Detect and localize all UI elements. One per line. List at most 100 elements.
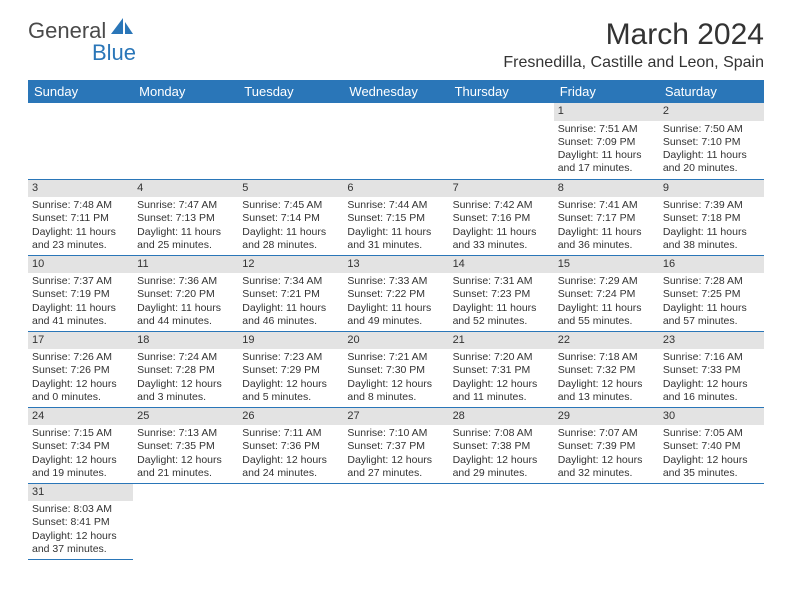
day-number: 8	[554, 180, 659, 198]
calendar-cell: 12Sunrise: 7:34 AMSunset: 7:21 PMDayligh…	[238, 255, 343, 331]
day-number: 11	[133, 256, 238, 274]
weekday-header: Monday	[133, 80, 238, 103]
sunrise: Sunrise: 7:08 AM	[453, 427, 550, 440]
month-title: March 2024	[503, 18, 764, 52]
day-info: Sunrise: 8:03 AMSunset: 8:41 PMDaylight:…	[28, 501, 133, 558]
calendar-cell: 1Sunrise: 7:51 AMSunset: 7:09 PMDaylight…	[554, 103, 659, 179]
calendar-cell: 8Sunrise: 7:41 AMSunset: 7:17 PMDaylight…	[554, 179, 659, 255]
page: General Blue March 2024 Fresnedilla, Cas…	[0, 0, 792, 578]
calendar-empty-cell	[238, 483, 343, 559]
daylight: Daylight: 11 hours and 38 minutes.	[663, 226, 760, 252]
daylight: Daylight: 11 hours and 28 minutes.	[242, 226, 339, 252]
sunrise: Sunrise: 7:34 AM	[242, 275, 339, 288]
day-info: Sunrise: 7:11 AMSunset: 7:36 PMDaylight:…	[238, 425, 343, 482]
day-number: 23	[659, 332, 764, 350]
calendar-cell: 5Sunrise: 7:45 AMSunset: 7:14 PMDaylight…	[238, 179, 343, 255]
sunrise: Sunrise: 7:41 AM	[558, 199, 655, 212]
sunrise: Sunrise: 7:13 AM	[137, 427, 234, 440]
sunset: Sunset: 7:09 PM	[558, 136, 655, 149]
calendar-cell: 23Sunrise: 7:16 AMSunset: 7:33 PMDayligh…	[659, 331, 764, 407]
sunset: Sunset: 7:30 PM	[347, 364, 444, 377]
calendar-row: 17Sunrise: 7:26 AMSunset: 7:26 PMDayligh…	[28, 331, 764, 407]
day-number: 9	[659, 180, 764, 198]
sunset: Sunset: 7:39 PM	[558, 440, 655, 453]
sunset: Sunset: 7:19 PM	[32, 288, 129, 301]
day-number: 30	[659, 408, 764, 426]
sunrise: Sunrise: 7:21 AM	[347, 351, 444, 364]
day-number: 28	[449, 408, 554, 426]
daylight: Daylight: 11 hours and 33 minutes.	[453, 226, 550, 252]
calendar-cell: 14Sunrise: 7:31 AMSunset: 7:23 PMDayligh…	[449, 255, 554, 331]
logo-word2: Blue	[92, 40, 136, 66]
calendar-empty-cell	[238, 103, 343, 179]
daylight: Daylight: 11 hours and 25 minutes.	[137, 226, 234, 252]
day-info: Sunrise: 7:20 AMSunset: 7:31 PMDaylight:…	[449, 349, 554, 406]
day-number: 22	[554, 332, 659, 350]
calendar-cell: 26Sunrise: 7:11 AMSunset: 7:36 PMDayligh…	[238, 407, 343, 483]
calendar-cell: 4Sunrise: 7:47 AMSunset: 7:13 PMDaylight…	[133, 179, 238, 255]
location: Fresnedilla, Castille and Leon, Spain	[503, 54, 764, 72]
daylight: Daylight: 12 hours and 27 minutes.	[347, 454, 444, 480]
day-info: Sunrise: 7:44 AMSunset: 7:15 PMDaylight:…	[343, 197, 448, 254]
calendar-cell: 11Sunrise: 7:36 AMSunset: 7:20 PMDayligh…	[133, 255, 238, 331]
calendar-empty-cell	[343, 103, 448, 179]
sunrise: Sunrise: 7:24 AM	[137, 351, 234, 364]
day-number: 20	[343, 332, 448, 350]
logo-sail-icon	[109, 16, 135, 42]
day-info: Sunrise: 7:48 AMSunset: 7:11 PMDaylight:…	[28, 197, 133, 254]
calendar-cell: 24Sunrise: 7:15 AMSunset: 7:34 PMDayligh…	[28, 407, 133, 483]
day-info: Sunrise: 7:51 AMSunset: 7:09 PMDaylight:…	[554, 121, 659, 178]
sunrise: Sunrise: 7:28 AM	[663, 275, 760, 288]
calendar-empty-cell	[449, 483, 554, 559]
day-number: 14	[449, 256, 554, 274]
calendar-cell: 2Sunrise: 7:50 AMSunset: 7:10 PMDaylight…	[659, 103, 764, 179]
day-number: 21	[449, 332, 554, 350]
sunrise: Sunrise: 7:15 AM	[32, 427, 129, 440]
daylight: Daylight: 12 hours and 19 minutes.	[32, 454, 129, 480]
sunrise: Sunrise: 7:44 AM	[347, 199, 444, 212]
sunset: Sunset: 7:11 PM	[32, 212, 129, 225]
day-info: Sunrise: 7:42 AMSunset: 7:16 PMDaylight:…	[449, 197, 554, 254]
day-number: 17	[28, 332, 133, 350]
daylight: Daylight: 11 hours and 44 minutes.	[137, 302, 234, 328]
sunrise: Sunrise: 7:16 AM	[663, 351, 760, 364]
sunrise: Sunrise: 7:07 AM	[558, 427, 655, 440]
calendar-cell: 20Sunrise: 7:21 AMSunset: 7:30 PMDayligh…	[343, 331, 448, 407]
day-number: 2	[659, 103, 764, 121]
sunset: Sunset: 7:33 PM	[663, 364, 760, 377]
sunset: Sunset: 8:41 PM	[32, 516, 129, 529]
calendar-cell: 7Sunrise: 7:42 AMSunset: 7:16 PMDaylight…	[449, 179, 554, 255]
sunset: Sunset: 7:35 PM	[137, 440, 234, 453]
calendar-cell: 18Sunrise: 7:24 AMSunset: 7:28 PMDayligh…	[133, 331, 238, 407]
day-number: 18	[133, 332, 238, 350]
daylight: Daylight: 12 hours and 13 minutes.	[558, 378, 655, 404]
day-number: 1	[554, 103, 659, 121]
sunset: Sunset: 7:13 PM	[137, 212, 234, 225]
sunset: Sunset: 7:21 PM	[242, 288, 339, 301]
calendar-row: 31Sunrise: 8:03 AMSunset: 8:41 PMDayligh…	[28, 483, 764, 559]
weekday-header: Tuesday	[238, 80, 343, 103]
calendar-cell: 29Sunrise: 7:07 AMSunset: 7:39 PMDayligh…	[554, 407, 659, 483]
day-info: Sunrise: 7:26 AMSunset: 7:26 PMDaylight:…	[28, 349, 133, 406]
sunrise: Sunrise: 8:03 AM	[32, 503, 129, 516]
calendar-cell: 15Sunrise: 7:29 AMSunset: 7:24 PMDayligh…	[554, 255, 659, 331]
daylight: Daylight: 11 hours and 41 minutes.	[32, 302, 129, 328]
weekday-header: Sunday	[28, 80, 133, 103]
daylight: Daylight: 12 hours and 32 minutes.	[558, 454, 655, 480]
daylight: Daylight: 11 hours and 23 minutes.	[32, 226, 129, 252]
sunset: Sunset: 7:28 PM	[137, 364, 234, 377]
daylight: Daylight: 11 hours and 31 minutes.	[347, 226, 444, 252]
daylight: Daylight: 12 hours and 24 minutes.	[242, 454, 339, 480]
daylight: Daylight: 11 hours and 57 minutes.	[663, 302, 760, 328]
day-number: 25	[133, 408, 238, 426]
day-info: Sunrise: 7:18 AMSunset: 7:32 PMDaylight:…	[554, 349, 659, 406]
sunset: Sunset: 7:25 PM	[663, 288, 760, 301]
daylight: Daylight: 12 hours and 37 minutes.	[32, 530, 129, 556]
calendar-cell: 22Sunrise: 7:18 AMSunset: 7:32 PMDayligh…	[554, 331, 659, 407]
day-number: 26	[238, 408, 343, 426]
sunrise: Sunrise: 7:11 AM	[242, 427, 339, 440]
header: General Blue March 2024 Fresnedilla, Cas…	[28, 18, 764, 72]
calendar-cell: 9Sunrise: 7:39 AMSunset: 7:18 PMDaylight…	[659, 179, 764, 255]
day-number: 12	[238, 256, 343, 274]
sunset: Sunset: 7:16 PM	[453, 212, 550, 225]
